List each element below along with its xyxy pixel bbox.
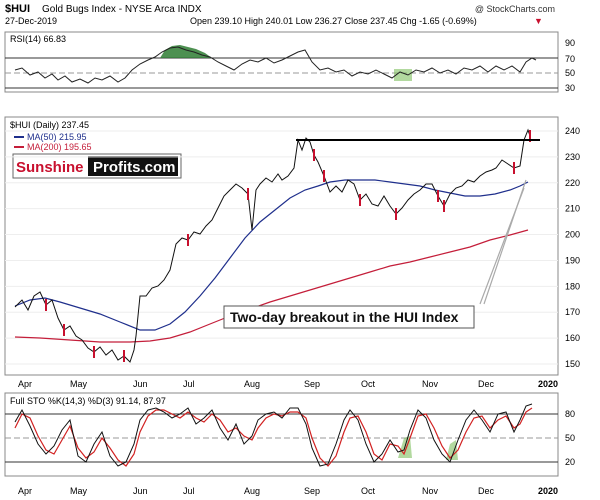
stoch-tick-50: 50 bbox=[565, 433, 575, 443]
month-label: 2020 bbox=[538, 379, 558, 389]
rsi-label: RSI(14) 66.83 bbox=[10, 34, 66, 44]
month-label: Aug bbox=[244, 379, 260, 389]
month-label: May bbox=[70, 486, 88, 496]
rsi-overbought-fill bbox=[160, 45, 212, 58]
rsi-line bbox=[14, 46, 537, 84]
annotation-box bbox=[223, 305, 475, 329]
price-label: $HUI (Daily) 237.45 bbox=[10, 120, 89, 130]
rsi-tick-90: 90 bbox=[565, 38, 575, 48]
annotation-pointer-line-2 bbox=[483, 179, 527, 305]
month-label: Aug bbox=[244, 486, 260, 496]
stoch-tick-80: 80 bbox=[565, 409, 575, 419]
price-tick-label: 220 bbox=[565, 178, 580, 188]
month-label: Nov bbox=[422, 486, 439, 496]
price-tick-label: 160 bbox=[565, 333, 580, 343]
month-label: Jun bbox=[133, 379, 148, 389]
price-tick-label: 200 bbox=[565, 230, 580, 240]
price-panel: $HUI (Daily) 237.45 MA(50) 215.95 MA(200… bbox=[4, 116, 580, 389]
stoch-tick-20: 20 bbox=[565, 457, 575, 467]
stoch-k-line bbox=[14, 403, 533, 467]
month-label: Apr bbox=[18, 486, 32, 496]
header-date: 27-Dec-2019 bbox=[5, 16, 57, 26]
month-label: Dec bbox=[478, 486, 495, 496]
price-tick-label: 180 bbox=[565, 281, 580, 291]
ma50-label: MA(50) 215.95 bbox=[27, 132, 87, 142]
month-label: 2020 bbox=[538, 486, 558, 496]
header-name: Gold Bugs Index - NYSE Arca INDX bbox=[42, 4, 202, 15]
annotation-text: Two-day breakout in the HUI Index bbox=[230, 309, 459, 325]
price-tick-label: 210 bbox=[565, 204, 580, 214]
month-label: Oct bbox=[361, 486, 376, 496]
rsi-tick-50: 50 bbox=[565, 68, 575, 78]
price-month-axis: Apr May Jun Jul Aug Sep Oct Nov Dec 2020 bbox=[18, 379, 558, 389]
brand-part2: Profits.com bbox=[93, 159, 176, 176]
brand-part2-bg bbox=[88, 156, 178, 176]
stochastic-panel: Full STO %K(14,3) %D(3) 91.14, 87.97 80 … bbox=[4, 392, 575, 496]
month-label: Nov bbox=[422, 379, 439, 389]
header-ohlc: Open 239.10 High 240.01 Low 236.27 Close… bbox=[190, 16, 477, 26]
stoch-label: Full STO %K(14,3) %D(3) 91.14, 87.97 bbox=[10, 396, 166, 406]
rsi-tick-30: 30 bbox=[565, 83, 575, 93]
down-arrow-icon: ▼ bbox=[534, 16, 543, 26]
month-label: Jul bbox=[183, 379, 195, 389]
month-label: Oct bbox=[361, 379, 376, 389]
brand-part1: Sunshine bbox=[16, 159, 84, 176]
rsi-panel: RSI(14) 66.83 90 70 50 30 bbox=[4, 31, 575, 93]
price-line bbox=[14, 128, 531, 363]
stoch-highlight-2 bbox=[446, 440, 458, 460]
month-label: Jul bbox=[183, 486, 195, 496]
ma50-line bbox=[14, 179, 529, 331]
watermark: @ StockCharts.com bbox=[475, 4, 555, 14]
month-label: Apr bbox=[18, 379, 32, 389]
rsi-frame bbox=[4, 31, 559, 93]
rsi-tick-70: 70 bbox=[565, 54, 575, 64]
month-label: Sep bbox=[304, 379, 320, 389]
ma200-label: MA(200) 195.65 bbox=[27, 142, 92, 152]
price-tick-label: 170 bbox=[565, 307, 580, 317]
ma200-line bbox=[14, 229, 529, 343]
down-candles bbox=[45, 130, 531, 362]
month-label: May bbox=[70, 379, 88, 389]
price-tick-label: 230 bbox=[565, 152, 580, 162]
stoch-month-axis: Apr May Jun Jul Aug Sep Oct Nov Dec 2020 bbox=[18, 486, 558, 496]
price-tick-label: 150 bbox=[565, 359, 580, 369]
month-label: Dec bbox=[478, 379, 495, 389]
month-label: Sep bbox=[304, 486, 320, 496]
rsi-highlight bbox=[394, 69, 412, 81]
header-symbol: $HUI bbox=[5, 3, 30, 15]
price-tick-label: 240 bbox=[565, 126, 580, 136]
price-tick-label: 190 bbox=[565, 255, 580, 265]
month-label: Jun bbox=[133, 486, 148, 496]
